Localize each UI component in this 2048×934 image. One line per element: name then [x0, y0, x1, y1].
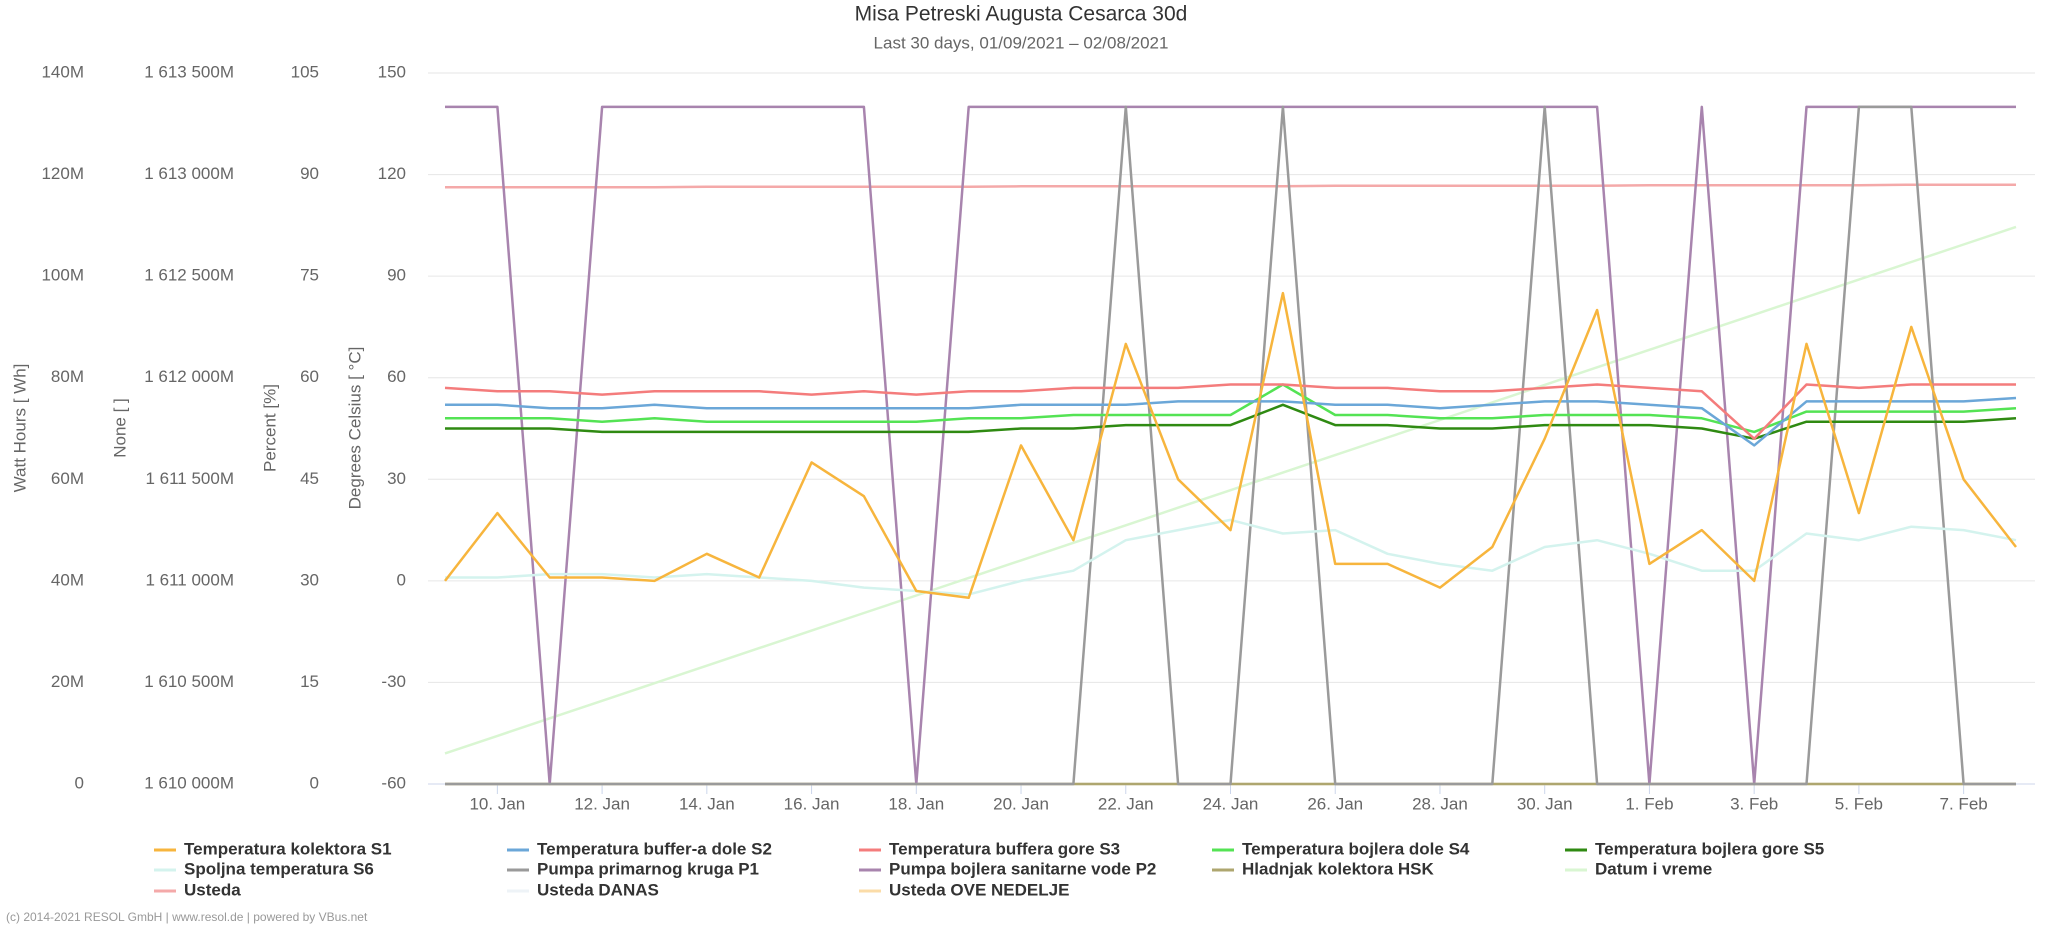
credits: (c) 2014-2021 RESOL GmbH | www.resol.de … — [6, 910, 368, 924]
y-tick-label: 90 — [387, 266, 406, 285]
x-tick-label: 10. Jan — [469, 794, 525, 813]
y-tick-label: -30 — [381, 672, 406, 691]
x-tick-label: 1. Feb — [1625, 794, 1673, 813]
y3-tick-label: 1 610 000M — [144, 773, 234, 792]
y2-tick-label: 45 — [300, 469, 319, 488]
y3-tick-label: 1 610 500M — [144, 672, 234, 691]
x-tick-label: 28. Jan — [1412, 794, 1468, 813]
legend-label: Datum i vreme — [1595, 859, 1712, 878]
y-tick-label: 150 — [378, 62, 406, 81]
y4-tick-label: 20M — [51, 672, 84, 691]
y-tick-label: 120 — [378, 164, 406, 183]
y4-tick-label: 0 — [75, 773, 84, 792]
y2-axis-title: Percent [%] — [260, 384, 279, 472]
series-line — [444, 225, 2017, 755]
y4-tick-label: 120M — [41, 164, 84, 183]
legend-label: Temperatura kolektora S1 — [184, 839, 392, 858]
y2-tick-label: 75 — [300, 266, 319, 285]
series-line — [445, 183, 2016, 189]
y4-tick-label: 100M — [41, 266, 84, 285]
series-line — [444, 383, 2016, 440]
x-tick-label: 14. Jan — [679, 794, 735, 813]
x-tick-label: 7. Feb — [1940, 794, 1988, 813]
y4-axis-title: Watt Hours [ Wh] — [10, 364, 29, 493]
y3-tick-label: 1 611 500M — [145, 469, 234, 488]
y-axis-title: Degrees Celsius [ °C] — [345, 347, 364, 510]
legend-label: Temperatura bojlera gore S5 — [1595, 839, 1824, 858]
y3-tick-label: 1 612 000M — [144, 367, 234, 386]
y3-tick-label: 1 611 000M — [145, 570, 234, 589]
x-tick-label: 22. Jan — [1098, 794, 1154, 813]
y2-tick-label: 60 — [300, 367, 319, 386]
legend-label: Usteda — [184, 880, 241, 899]
x-tick-label: 5. Feb — [1835, 794, 1883, 813]
x-tick-label: 3. Feb — [1730, 794, 1778, 813]
series-line — [445, 518, 2017, 596]
x-tick-label: 18. Jan — [888, 794, 944, 813]
legend-label: Hladnjak kolektora HSK — [1242, 859, 1435, 878]
x-tick-label: 24. Jan — [1203, 794, 1259, 813]
y4-tick-label: 40M — [51, 570, 84, 589]
series-line — [444, 291, 2017, 600]
y2-tick-label: 105 — [291, 62, 319, 81]
legend-label: Temperatura bojlera dole S4 — [1242, 839, 1470, 858]
legend-label: Temperatura buffera gore S3 — [889, 839, 1120, 858]
legend-label: Temperatura buffer-a dole S2 — [537, 839, 772, 858]
y2-tick-label: 0 — [310, 773, 319, 792]
legend-label: Spoljna temperatura S6 — [184, 859, 374, 878]
y3-tick-label: 1 613 500M — [144, 62, 234, 81]
chart-subtitle: Last 30 days, 01/09/2021 – 02/08/2021 — [874, 33, 1169, 52]
x-tick-label: 12. Jan — [574, 794, 630, 813]
y4-tick-label: 60M — [51, 469, 84, 488]
legend-label: Pumpa primarnog kruga P1 — [537, 859, 759, 878]
y-tick-label: 60 — [387, 367, 406, 386]
x-tick-label: 20. Jan — [993, 794, 1049, 813]
legend-label: Usteda OVE NEDELJE — [889, 880, 1069, 899]
y4-tick-label: 140M — [41, 62, 84, 81]
y4-tick-label: 80M — [51, 367, 84, 386]
legend-label: Pumpa bojlera sanitarne vode P2 — [889, 859, 1156, 878]
y3-axis-title: None [ ] — [110, 398, 129, 458]
series-line — [445, 396, 2017, 447]
y2-tick-label: 90 — [300, 164, 319, 183]
x-tick-label: 26. Jan — [1307, 794, 1363, 813]
y-tick-label: 30 — [387, 469, 406, 488]
y2-tick-label: 30 — [300, 570, 319, 589]
x-tick-label: 30. Jan — [1517, 794, 1573, 813]
y-tick-label: 0 — [397, 570, 406, 589]
series-line — [445, 383, 2017, 434]
y3-tick-label: 1 612 500M — [144, 266, 234, 285]
y-tick-label: -60 — [381, 773, 406, 792]
y2-tick-label: 15 — [300, 672, 319, 691]
y3-tick-label: 1 613 000M — [144, 164, 234, 183]
chart-title: Misa Petreski Augusta Cesarca 30d — [855, 3, 1188, 26]
series-line — [445, 105, 2016, 786]
legend-label: Usteda DANAS — [537, 880, 659, 899]
x-tick-label: 16. Jan — [784, 794, 840, 813]
